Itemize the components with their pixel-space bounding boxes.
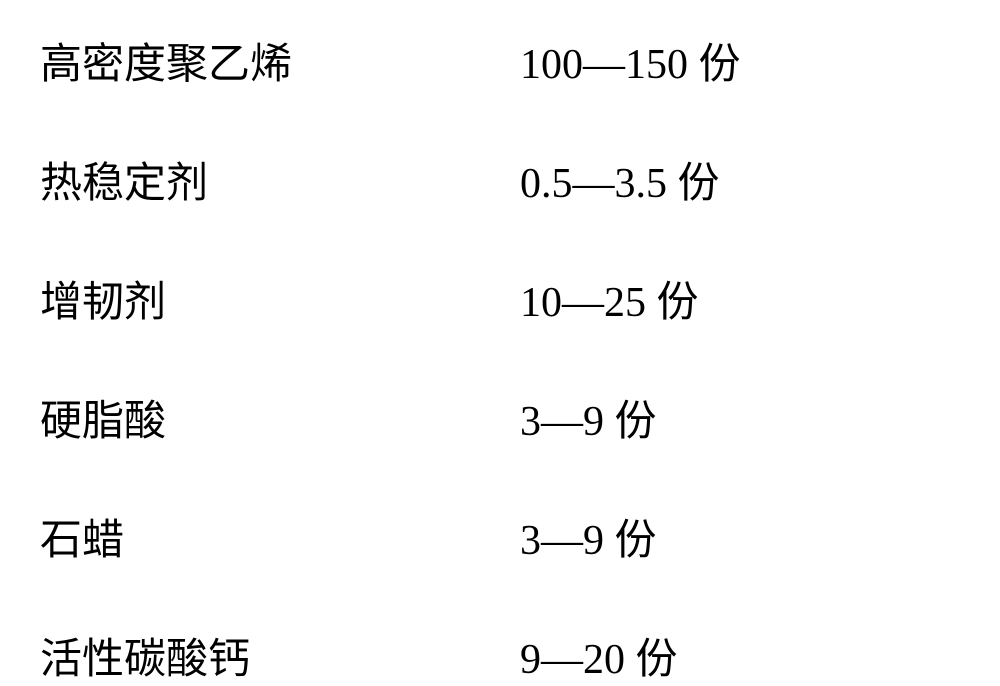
- ingredient-label: 增韧剂: [40, 268, 520, 329]
- ingredient-label: 高密度聚乙烯: [40, 30, 520, 91]
- ingredient-value: 9—20 份: [520, 625, 678, 686]
- table-row: 增韧剂 10—25 份: [40, 268, 960, 329]
- ingredient-value: 100—150 份: [520, 30, 741, 91]
- table-row: 石蜡 3—9 份: [40, 506, 960, 567]
- ingredient-label: 活性碳酸钙: [40, 625, 520, 686]
- ingredient-value: 10—25 份: [520, 268, 699, 329]
- ingredients-table: 高密度聚乙烯 100—150 份 热稳定剂 0.5—3.5 份 增韧剂 10—2…: [40, 30, 960, 686]
- ingredient-value: 0.5—3.5 份: [520, 149, 720, 210]
- table-row: 活性碳酸钙 9—20 份: [40, 625, 960, 686]
- ingredient-value: 3—9 份: [520, 387, 657, 448]
- table-row: 高密度聚乙烯 100—150 份: [40, 30, 960, 91]
- ingredient-value: 3—9 份: [520, 506, 657, 567]
- ingredient-label: 硬脂酸: [40, 387, 520, 448]
- table-row: 热稳定剂 0.5—3.5 份: [40, 149, 960, 210]
- table-row: 硬脂酸 3—9 份: [40, 387, 960, 448]
- ingredient-label: 石蜡: [40, 506, 520, 567]
- ingredient-label: 热稳定剂: [40, 149, 520, 210]
